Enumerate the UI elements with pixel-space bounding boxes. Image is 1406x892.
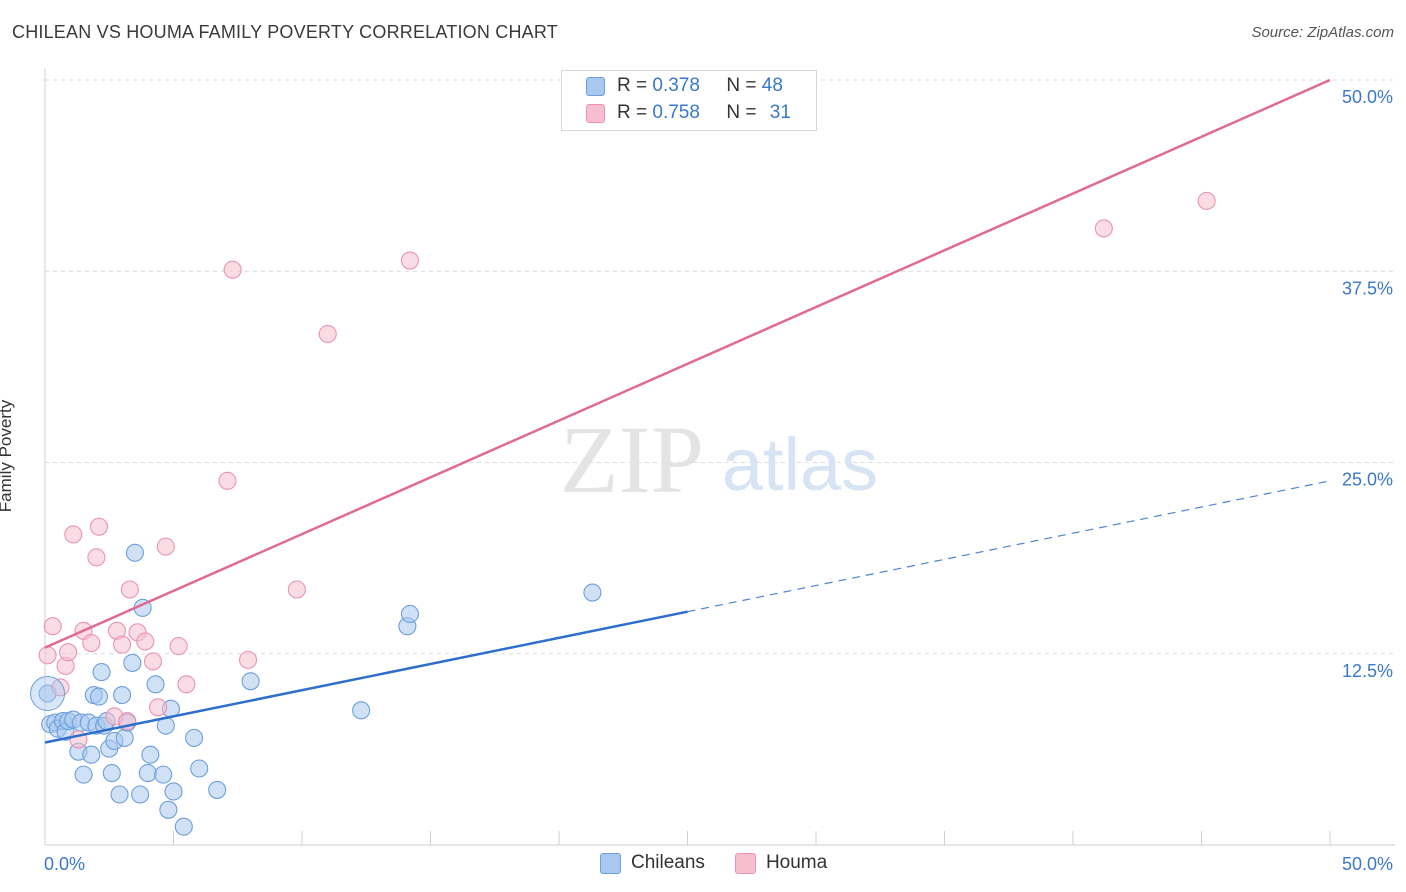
data-point-chileans (164, 782, 183, 801)
grid-lines (45, 79, 1395, 655)
watermark-zip: ZIP (560, 406, 704, 513)
data-point-chileans (154, 765, 173, 784)
x-tick-label: 0.0% (44, 854, 85, 874)
data-point-houma (156, 537, 175, 556)
legend-label-houma: Houma (765, 852, 828, 873)
data-point-houma (400, 251, 419, 270)
y-tick-label: 12.5% (1342, 661, 1393, 681)
data-point-chileans (123, 653, 142, 672)
chileans-swatch (586, 76, 605, 96)
y-tick-label: 50.0% (1342, 87, 1393, 107)
data-point-houma (43, 617, 62, 636)
data-point-chileans (174, 817, 193, 836)
data-point-chileans (102, 764, 121, 783)
trend-line-chileans (44, 610, 688, 744)
data-point-houma (149, 698, 168, 717)
data-point-chileans (159, 800, 178, 819)
stats-legend: R = 0.378 N = 48 R = 0.758 N = 31 (561, 70, 817, 131)
r-label: R = (617, 102, 648, 123)
trend-line-houma (44, 78, 1331, 649)
legend-label-chileans: Chileans (631, 852, 705, 873)
data-point-chileans (89, 687, 109, 706)
data-point-houma (59, 643, 78, 662)
data-point-chileans (208, 780, 227, 799)
data-point-chileans (352, 701, 371, 720)
data-point-houma (136, 632, 155, 651)
y-tick-label: 25.0% (1342, 470, 1393, 490)
r-value: 0.378 (652, 75, 700, 96)
data-point-chileans (113, 686, 132, 705)
stats-row-houma: R = 0.758 N = 31 (586, 101, 791, 125)
data-point-houma (238, 650, 258, 669)
data-point-chileans (74, 765, 93, 784)
data-point-chileans (82, 745, 101, 764)
chileans-legend-swatch (600, 852, 621, 874)
data-point-houma (82, 633, 101, 653)
data-point-chileans (138, 764, 157, 783)
data-point-houma (1197, 191, 1216, 210)
data-point-chileans (125, 543, 144, 562)
data-point-houma (318, 324, 337, 344)
data-point-houma (169, 637, 188, 656)
legend-item-chileans: Chileans (600, 852, 705, 874)
data-point-chileans (190, 759, 209, 778)
data-point-houma (223, 260, 242, 279)
data-point-houma (177, 675, 196, 694)
trend-lines (44, 78, 1331, 744)
series-legend: Chileans Houma (600, 852, 857, 874)
data-point-chileans (131, 785, 150, 804)
data-point-houma (1094, 219, 1113, 238)
data-point-chileans (400, 604, 419, 624)
tick-labels: 12.5% 25.0% 37.5% 50.0% 0.0% 50.0% (44, 87, 1393, 874)
data-point-houma (87, 548, 106, 567)
data-point-chileans (241, 672, 260, 691)
n-label: N = (726, 102, 757, 123)
houma-legend-swatch (734, 852, 756, 874)
data-point-houma (113, 635, 132, 654)
data-point-houma (38, 646, 57, 665)
n-value: 31 (769, 102, 791, 123)
data-point-chileans (185, 728, 204, 747)
x-tick-label: 50.0% (1342, 854, 1393, 874)
r-label: R = (617, 75, 648, 96)
stats-row-chileans: R = 0.378 N = 48 (586, 74, 783, 98)
source-label: Source: ZipAtlas.com (1251, 24, 1394, 41)
y-tick-label: 37.5% (1342, 278, 1393, 298)
trend-line-chileans-extension (687, 480, 1331, 613)
data-point-chileans (110, 785, 129, 804)
r-value: 0.758 (652, 102, 700, 123)
data-point-houma (89, 517, 109, 536)
data-point-houma (120, 580, 139, 599)
data-point-houma (218, 471, 237, 490)
data-point-houma (64, 525, 83, 544)
data-point-houma (287, 580, 306, 599)
data-point-chileans (115, 728, 134, 747)
data-point-chileans (141, 745, 160, 764)
chart-title: CHILEAN VS HOUMA FAMILY POVERTY CORRELAT… (12, 22, 558, 42)
y-axis-title: Family Poverty (0, 399, 15, 513)
data-point-chileans (92, 663, 111, 682)
watermark-atlas: atlas (722, 423, 878, 506)
n-label: N = (726, 75, 757, 96)
data-points (30, 191, 1216, 836)
houma-swatch (586, 103, 605, 123)
axes (44, 68, 1395, 846)
data-point-chileans (583, 583, 602, 602)
n-value: 48 (761, 75, 783, 96)
legend-item-houma: Houma (734, 852, 828, 874)
data-point-chileans (146, 675, 165, 694)
data-point-houma (143, 652, 162, 671)
data-point-chileans-large (30, 676, 66, 712)
